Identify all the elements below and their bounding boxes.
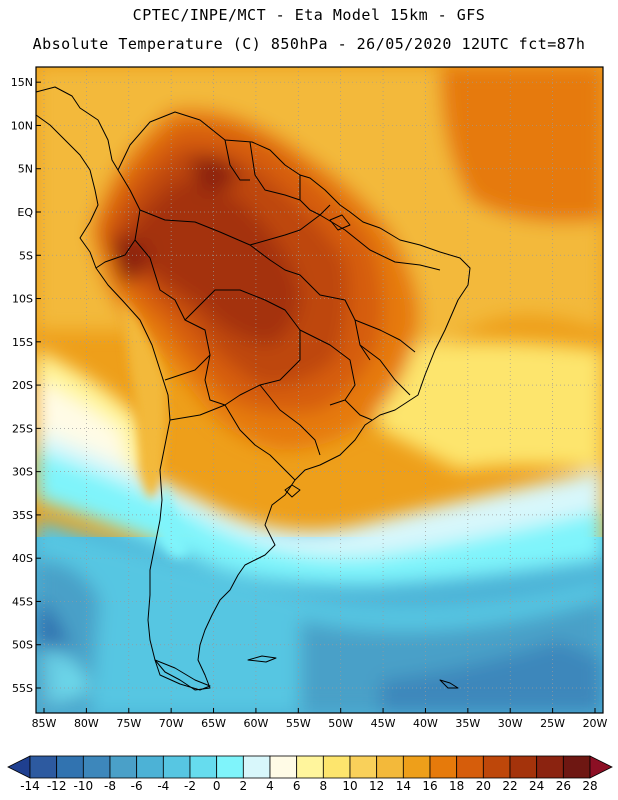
title-line-1: CPTEC/INPE/MCT - Eta Model 15km - GFS <box>132 6 486 24</box>
colorbar-label: -10 <box>73 779 94 793</box>
lon-label: 45W <box>371 717 396 730</box>
lon-label: 35W <box>455 717 480 730</box>
lon-label: 60W <box>243 717 268 730</box>
colorbar-label: 14 <box>395 779 411 793</box>
colorbar-label: -14 <box>20 779 40 793</box>
colorbar-label: 28 <box>582 779 598 793</box>
lon-label: 80W <box>74 717 99 730</box>
lon-label: 30W <box>498 717 523 730</box>
lon-label: 50W <box>328 717 353 730</box>
lat-label: 5N <box>18 163 33 176</box>
lat-label: 15S <box>12 336 33 349</box>
lat-label: 25S <box>12 422 33 435</box>
colorbar-label: 4 <box>266 779 274 793</box>
colorbar <box>7 755 613 779</box>
colorbar-swatch <box>189 755 218 779</box>
colorbar-label: 12 <box>369 779 385 793</box>
lon-label: 70W <box>159 717 184 730</box>
colorbar-swatch <box>562 755 591 779</box>
colorbar-right-arrow <box>589 755 613 779</box>
colorbar-swatch <box>509 755 538 779</box>
colorbar-swatch <box>402 755 431 779</box>
colorbar-label: -8 <box>104 779 116 793</box>
colorbar-left-arrow <box>7 755 31 779</box>
lat-label: 10S <box>12 293 33 306</box>
colorbar-swatch <box>296 755 324 779</box>
lon-label: 65W <box>201 717 226 730</box>
title-line-2: Absolute Temperature (C) 850hPa - 26/05/… <box>32 35 586 53</box>
lat-label: 5S <box>19 249 33 262</box>
colorbar-swatch <box>429 755 458 779</box>
colorbar-label: -12 <box>46 779 67 793</box>
lat-label: 55S <box>12 682 33 695</box>
lat-label: 40S <box>12 552 33 565</box>
colorbar-swatch <box>162 755 191 779</box>
colorbar-label: 22 <box>502 779 518 793</box>
colorbar-label: 18 <box>449 779 465 793</box>
colorbar-label: -2 <box>184 779 196 793</box>
colorbar-swatch <box>456 755 484 779</box>
lat-label: 50S <box>12 639 33 652</box>
colorbar-swatch <box>56 755 84 779</box>
colorbar-label: 6 <box>292 779 301 793</box>
colorbar-swatch <box>322 755 351 779</box>
lon-label: 85W <box>32 717 57 730</box>
lat-label: 45S <box>12 595 33 608</box>
colorbar-label: 24 <box>529 779 545 793</box>
colorbar-swatch <box>82 755 111 779</box>
lon-label: 25W <box>540 717 565 730</box>
temperature-field <box>36 67 603 713</box>
lat-label: 20S <box>12 379 33 392</box>
map-frame <box>35 66 604 714</box>
colorbar-label: 8 <box>319 779 328 793</box>
lon-label: 40W <box>413 717 438 730</box>
colorbar-swatch <box>482 755 511 779</box>
lat-label: 15N <box>11 76 33 89</box>
lat-label: 10N <box>11 119 33 132</box>
colorbar-label: 20 <box>475 779 491 793</box>
colorbar-swatch <box>136 755 164 779</box>
lon-label: 75W <box>116 717 141 730</box>
coastlines <box>35 86 471 691</box>
colorbar-swatch <box>269 755 298 779</box>
colorbar-swatch <box>216 755 244 779</box>
axis-ticks <box>36 81 596 713</box>
colorbar-label: -4 <box>157 779 170 793</box>
lat-label: 35S <box>12 509 33 522</box>
colorbar-swatch <box>536 755 564 779</box>
colorbar-label: -6 <box>130 779 143 793</box>
colorbar-label: 16 <box>422 779 438 793</box>
latitude-labels: 15N 10N 5N EQ 5S 10S 15S 20S 25S 30S 35S 40S 45S 50S 5… <box>11 76 34 695</box>
graticule <box>36 67 603 713</box>
lat-label: EQ <box>17 206 33 219</box>
colorbar-swatch <box>376 755 404 779</box>
colorbar-label: 26 <box>555 779 571 793</box>
colorbar-swatch <box>349 755 378 779</box>
colorbar-label: 10 <box>342 779 358 793</box>
lon-label: 55W <box>286 717 311 730</box>
lon-label: 20W <box>583 717 608 730</box>
lat-label: 30S <box>12 466 33 479</box>
colorbar-swatch <box>29 755 58 779</box>
colorbar-label: 0 <box>212 779 221 793</box>
colorbar-swatch <box>109 755 138 779</box>
longitude-labels: 85W 80W 75W 70W 65W 60W 55W 50W 45W 40W 35W 30W 25W 2… <box>32 717 608 730</box>
colorbar-swatch <box>242 755 271 779</box>
colorbar-label: 2 <box>239 779 248 793</box>
